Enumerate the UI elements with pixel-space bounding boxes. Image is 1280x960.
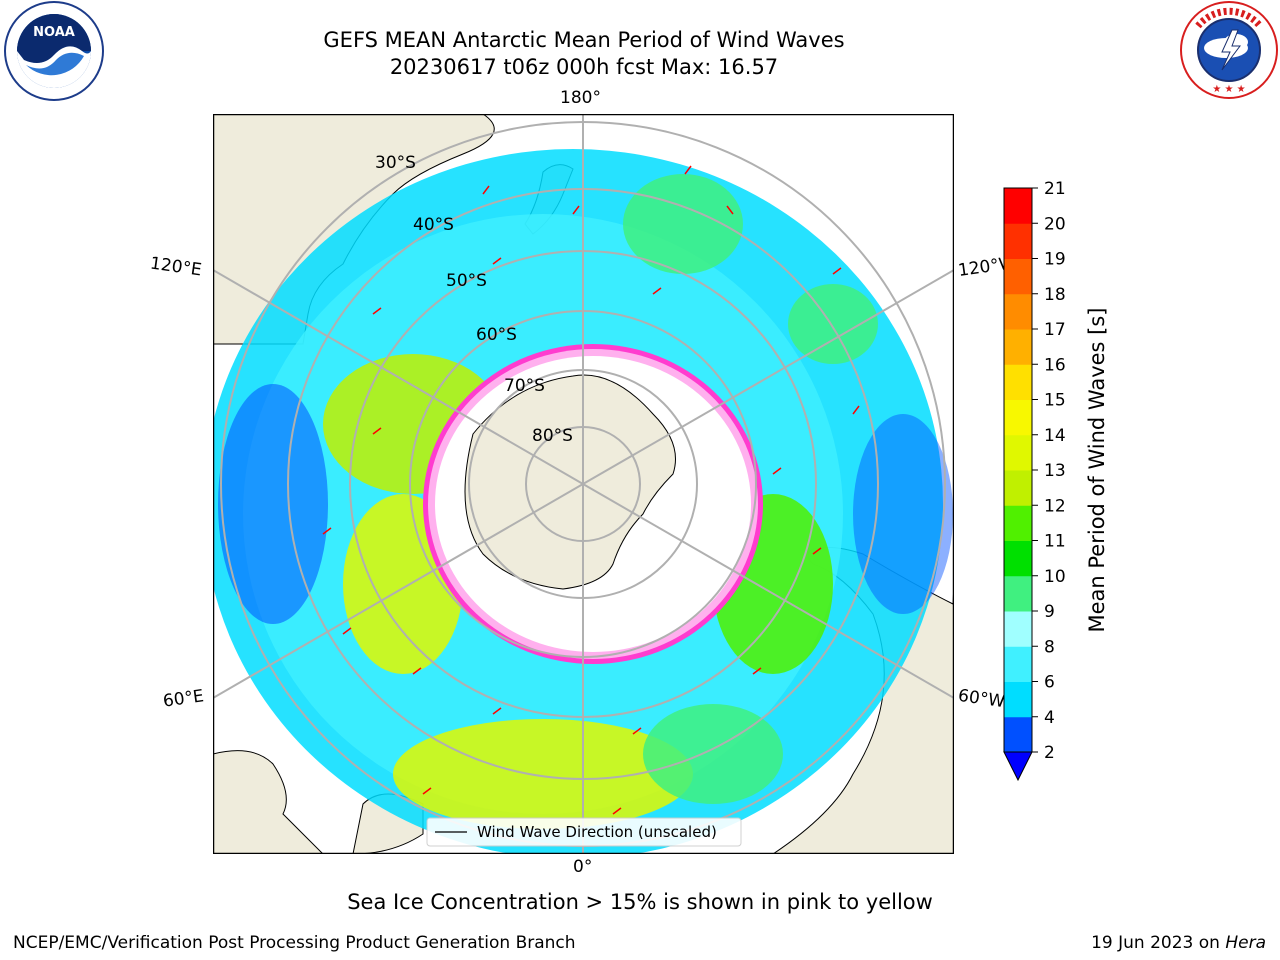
lat-label-30s: 30°S [375,153,416,173]
colorbar-tick-label: 14 [1044,426,1066,446]
colorbar-tick-label: 18 [1044,285,1066,305]
colorbar-band [1004,540,1032,577]
map-panel: 30°S 40°S 50°S 60°S 70°S 80°S Wind Wave … [213,114,954,854]
sea-ice-note: Sea Ice Concentration > 15% is shown in … [347,890,933,914]
lat-label-70s: 70°S [504,376,545,396]
nws-logo: ★ ★ ★ [1180,1,1278,99]
colorbar-label: Mean Period of Wind Waves [s] [1085,307,1109,633]
footer-credit: NCEP/EMC/Verification Post Processing Pr… [13,933,576,953]
colorbar-under-triangle [1003,751,1033,782]
colorbar-band [1004,293,1032,330]
antarctica-land [464,374,676,590]
colorbar-tick-label: 12 [1044,496,1066,516]
colorbar-tick-label: 2 [1044,743,1055,763]
colorbar-band [1004,611,1032,647]
colorbar-tick-label: 20 [1044,214,1066,234]
lat-label-60s: 60°S [476,325,517,345]
colorbar-band [1004,364,1032,400]
svg-text:★ ★ ★: ★ ★ ★ [1212,84,1245,95]
lon-label-180: 180° [560,88,601,108]
colorbar-band [1004,470,1032,506]
lon-label-60e: 60°E [161,686,206,712]
chart-title: GEFS MEAN Antarctic Mean Period of Wind … [323,28,845,52]
colorbar-tick-label: 15 [1044,391,1066,411]
lat-label-80s: 80°S [532,426,573,446]
colorbar-tick-label: 9 [1044,602,1055,622]
colorbar-band [1004,505,1032,541]
colorbar-tick-label: 4 [1044,708,1055,728]
colorbar-band [1004,716,1032,753]
map-legend: Wind Wave Direction (unscaled) [426,817,742,847]
colorbar-tick-label: 16 [1044,355,1066,375]
colorbar-tick-label: 11 [1044,532,1066,552]
colorbar-tick-label: 10 [1044,567,1066,587]
footer-date-text: 19 Jun 2023 on [1091,933,1226,953]
colorbar-band [1004,258,1032,295]
footer-date: 19 Jun 2023 on Hera [1091,933,1266,953]
colorbar-band [1004,575,1032,612]
colorbar-tick-label: 6 [1044,673,1055,693]
colorbar-band [1004,646,1032,682]
africa-land [213,750,324,854]
colorbar-tick-label: 19 [1044,250,1066,270]
lat-label-50s: 50°S [446,271,487,291]
colorbar-band [1004,329,1032,365]
colorbar-band [1004,399,1032,436]
svg-text:NOAA: NOAA [33,25,75,40]
colorbar-band [1004,188,1032,224]
wave-direction-arrows [322,165,860,815]
colorbar-tick-label: 13 [1044,461,1066,481]
colorbar-band [1004,434,1032,471]
chart-subtitle: 20230617 t06z 000h fcst Max: 16.57 [389,55,779,79]
map-legend-text: Wind Wave Direction (unscaled) [477,823,717,841]
colorbar-band [1004,223,1032,259]
lon-label-0: 0° [573,857,593,877]
colorbar-band [1004,681,1032,718]
lat-label-40s: 40°S [413,215,454,235]
noaa-logo: NOAA [4,1,104,101]
lon-label-120e: 120°E [148,253,203,281]
footer-host: Hera [1225,933,1266,953]
colorbar: 2 4 6 8 9 10 11 12 13 14 15 16 17 18 19 20 21 [1003,180,1066,782]
colorbar-tick-label: 17 [1044,320,1066,340]
colorbar-tick-label: 8 [1044,637,1055,657]
colorbar-tick-label: 21 [1044,180,1066,199]
